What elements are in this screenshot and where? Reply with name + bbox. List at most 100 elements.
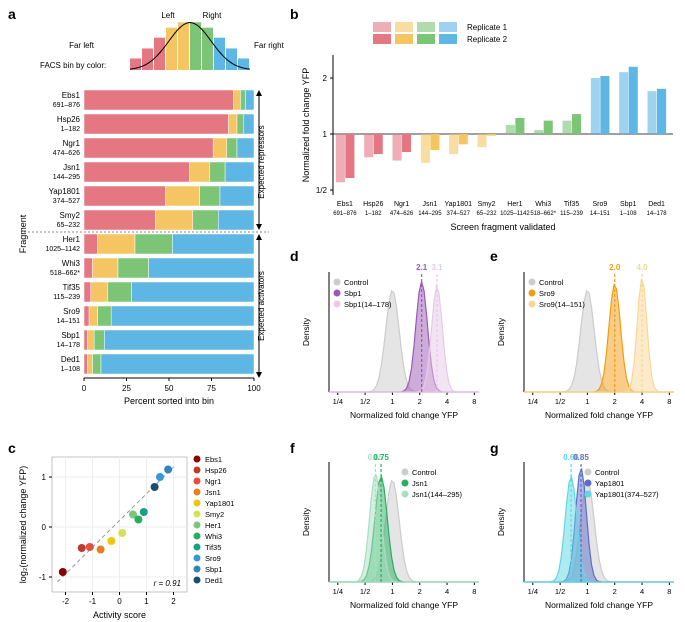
svg-text:Tif35: Tif35 — [564, 201, 579, 208]
svg-text:Yap1801: Yap1801 — [205, 499, 234, 508]
svg-text:1/4: 1/4 — [333, 397, 343, 406]
svg-text:14–151: 14–151 — [590, 211, 611, 217]
svg-text:Control: Control — [344, 278, 369, 287]
svg-text:65–232: 65–232 — [57, 222, 80, 229]
svg-text:Jsn1: Jsn1 — [63, 163, 80, 172]
svg-text:Smy2: Smy2 — [205, 510, 224, 519]
svg-text:0: 0 — [42, 523, 47, 532]
svg-text:Normalized fold change YFP: Normalized fold change YFP — [350, 600, 458, 610]
panel-c-scatter: -2-1012-101r = 0.91Activity scorelog₂(no… — [10, 445, 290, 620]
svg-text:Density: Density — [301, 317, 311, 346]
svg-text:Jsn1(144–295): Jsn1(144–295) — [412, 490, 463, 499]
svg-text:Control: Control — [539, 278, 564, 287]
svg-text:474–626: 474–626 — [390, 211, 414, 217]
svg-text:14–178: 14–178 — [57, 342, 80, 349]
svg-text:518–662*: 518–662* — [530, 211, 556, 217]
svg-text:Yap1801: Yap1801 — [595, 479, 624, 488]
svg-text:Sbp1: Sbp1 — [344, 289, 362, 298]
svg-text:1: 1 — [144, 597, 149, 606]
svg-text:log₂(normalized change YFP): log₂(normalized change YFP) — [18, 466, 28, 583]
svg-text:1/2: 1/2 — [360, 587, 370, 596]
svg-text:1: 1 — [42, 473, 47, 482]
svg-text:1–182: 1–182 — [61, 126, 81, 133]
svg-text:-2: -2 — [62, 597, 70, 606]
svg-text:Normalized fold change YFP: Normalized fold change YFP — [301, 68, 311, 182]
svg-text:Her1: Her1 — [63, 235, 81, 244]
svg-text:Smy2: Smy2 — [60, 211, 81, 220]
svg-text:Sro9: Sro9 — [539, 289, 555, 298]
svg-text:4: 4 — [640, 397, 644, 406]
svg-text:0: 0 — [82, 384, 87, 393]
svg-text:Sbp1: Sbp1 — [205, 565, 223, 574]
svg-text:Whi3: Whi3 — [62, 259, 81, 268]
svg-text:374–527: 374–527 — [447, 211, 471, 217]
svg-text:Jsn1: Jsn1 — [412, 479, 428, 488]
svg-text:Normalized fold change YFP: Normalized fold change YFP — [545, 410, 653, 420]
svg-text:1/2: 1/2 — [555, 397, 565, 406]
svg-text:Hsp26: Hsp26 — [205, 466, 227, 475]
svg-text:2: 2 — [323, 74, 328, 83]
svg-text:Ded1: Ded1 — [61, 355, 81, 364]
svg-text:50: 50 — [165, 384, 174, 393]
svg-text:3.1: 3.1 — [431, 263, 443, 272]
svg-text:8: 8 — [472, 397, 476, 406]
svg-text:100: 100 — [247, 384, 261, 393]
panel-d-density: 1/41/21248Normalized fold change YFPDens… — [295, 252, 490, 437]
svg-text:25: 25 — [122, 384, 131, 393]
svg-text:1: 1 — [585, 397, 589, 406]
svg-text:1/4: 1/4 — [333, 587, 343, 596]
svg-text:Replicate 1: Replicate 1 — [467, 23, 508, 32]
svg-text:Sro9: Sro9 — [593, 201, 608, 208]
svg-text:115–239: 115–239 — [560, 211, 584, 217]
svg-text:14–178: 14–178 — [647, 211, 668, 217]
panel-label-f: f — [290, 440, 295, 456]
svg-text:Sbp1(14–178): Sbp1(14–178) — [344, 300, 392, 309]
svg-text:8: 8 — [472, 587, 476, 596]
svg-text:1: 1 — [390, 397, 394, 406]
svg-text:Ngr1: Ngr1 — [394, 201, 409, 208]
svg-text:Normalized fold change YFP: Normalized fold change YFP — [545, 600, 653, 610]
svg-text:4: 4 — [640, 587, 644, 596]
svg-text:Smy2: Smy2 — [478, 201, 496, 208]
svg-text:r = 0.91: r = 0.91 — [154, 579, 181, 588]
svg-text:8: 8 — [667, 587, 671, 596]
svg-text:FACS bin by color:: FACS bin by color: — [40, 61, 106, 70]
svg-text:Density: Density — [301, 507, 311, 536]
svg-text:4.0: 4.0 — [636, 263, 648, 272]
svg-text:-1: -1 — [89, 597, 97, 606]
svg-text:Expected activators: Expected activators — [257, 271, 266, 341]
svg-text:691–876: 691–876 — [333, 211, 357, 217]
svg-text:2: 2 — [613, 587, 617, 596]
svg-text:2.1: 2.1 — [416, 263, 428, 272]
svg-text:Normalized fold change YFP: Normalized fold change YFP — [350, 410, 458, 420]
svg-text:1–108: 1–108 — [61, 366, 81, 373]
svg-text:2.0: 2.0 — [609, 263, 621, 272]
svg-text:144–295: 144–295 — [418, 211, 442, 217]
svg-text:Yap1801: Yap1801 — [49, 187, 81, 196]
svg-text:Sbp1: Sbp1 — [620, 201, 636, 208]
svg-text:Density: Density — [496, 317, 506, 346]
svg-text:Control: Control — [412, 468, 437, 477]
svg-text:Control: Control — [595, 468, 620, 477]
svg-text:1/4: 1/4 — [528, 587, 538, 596]
svg-text:Screen fragment validated: Screen fragment validated — [450, 222, 555, 232]
svg-text:Ebs1: Ebs1 — [62, 91, 81, 100]
svg-text:Ebs1: Ebs1 — [205, 455, 222, 464]
svg-text:1–182: 1–182 — [365, 211, 382, 217]
svg-text:2: 2 — [418, 587, 422, 596]
svg-text:Tif35: Tif35 — [205, 543, 221, 552]
svg-text:1: 1 — [585, 587, 589, 596]
svg-text:Sro9(14–151): Sro9(14–151) — [539, 300, 585, 309]
svg-text:0: 0 — [117, 597, 122, 606]
svg-text:474–626: 474–626 — [53, 150, 80, 157]
svg-text:2: 2 — [613, 397, 617, 406]
panel-b-bar-chart: 1/212Normalized fold change YFPEbs1691–8… — [295, 10, 685, 240]
svg-text:1/4: 1/4 — [528, 397, 538, 406]
svg-text:65–232: 65–232 — [477, 211, 498, 217]
svg-text:1/2: 1/2 — [316, 186, 328, 195]
panel-g-density: 1/41/21248Normalized fold change YFPDens… — [490, 442, 685, 622]
svg-text:Whi3: Whi3 — [205, 532, 222, 541]
svg-text:115–239: 115–239 — [53, 294, 80, 301]
svg-text:Sro9: Sro9 — [205, 554, 221, 563]
svg-text:Whi3: Whi3 — [535, 201, 551, 208]
